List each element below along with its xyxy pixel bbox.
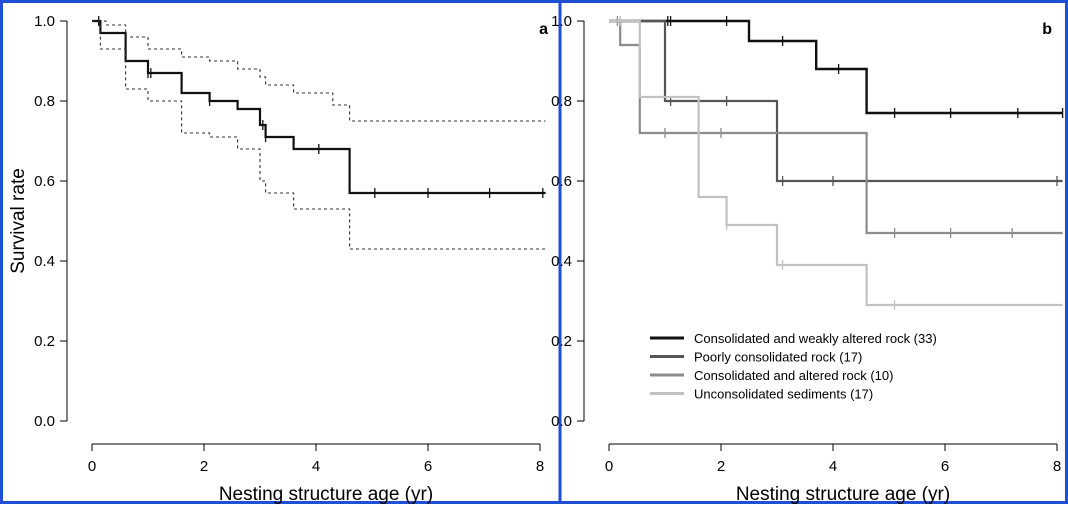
y-tick-label: 0.2: [551, 333, 572, 350]
series-2-line: [609, 19, 1063, 235]
x-tick-label: 2: [717, 458, 725, 475]
y-tick-label: 0.0: [551, 413, 572, 430]
y-tick-label: 1.0: [34, 13, 55, 30]
series-3-line: [609, 19, 1063, 307]
x-tick-label: 6: [941, 458, 949, 475]
x-tick-label: 4: [829, 458, 837, 475]
y-tick-label: 0.2: [34, 333, 55, 350]
y-tick-label: 0.6: [34, 173, 55, 190]
panel-b: 0 2 4 6 8 0.0 0.2 0.4 0.6 0.8 1.0 Nesting structure…: [551, 13, 1064, 505]
x-tick-label: 8: [536, 458, 544, 475]
x-axis-label: Nesting structure age (yr): [219, 484, 433, 504]
lower-ci-line: [92, 20, 546, 250]
y-tick-label: 0.8: [551, 93, 572, 110]
legend-label: Poorly consolidated rock (17): [694, 350, 862, 365]
y-tick-label: 0.8: [34, 93, 55, 110]
y-tick-label: 0.4: [34, 253, 55, 270]
legend-label: Consolidated and weakly altered rock (33…: [694, 331, 937, 346]
legend-label: Unconsolidated sediments (17): [694, 387, 873, 402]
upper-ci-line: [92, 20, 546, 122]
y-tick-label: 0.6: [551, 173, 572, 190]
x-tick-label: 8: [1053, 458, 1061, 475]
series-1-line: [609, 19, 1063, 183]
estimate-line: [92, 19, 546, 195]
series-0-line: [609, 19, 1063, 115]
legend-label: Consolidated and altered rock (10): [694, 368, 893, 383]
x-tick-label: 0: [605, 458, 613, 475]
x-tick-label: 0: [88, 458, 96, 475]
x-axis-label: Nesting structure age (yr): [736, 484, 950, 504]
panel-a: 0 2 4 6 8 0.0 0.2 0.4 0.6 0.8 1.0 Nesting structure…: [8, 13, 548, 505]
y-axis-label: Survival rate: [8, 168, 29, 274]
y-tick-label: 0.4: [551, 253, 572, 270]
panel-label: b: [1042, 21, 1052, 38]
y-tick-label: 1.0: [551, 13, 572, 30]
y-tick-label: 0.0: [34, 413, 55, 430]
panel-label: a: [539, 21, 548, 38]
x-tick-label: 4: [312, 458, 320, 475]
x-tick-label: 6: [424, 458, 432, 475]
x-tick-label: 2: [200, 458, 208, 475]
